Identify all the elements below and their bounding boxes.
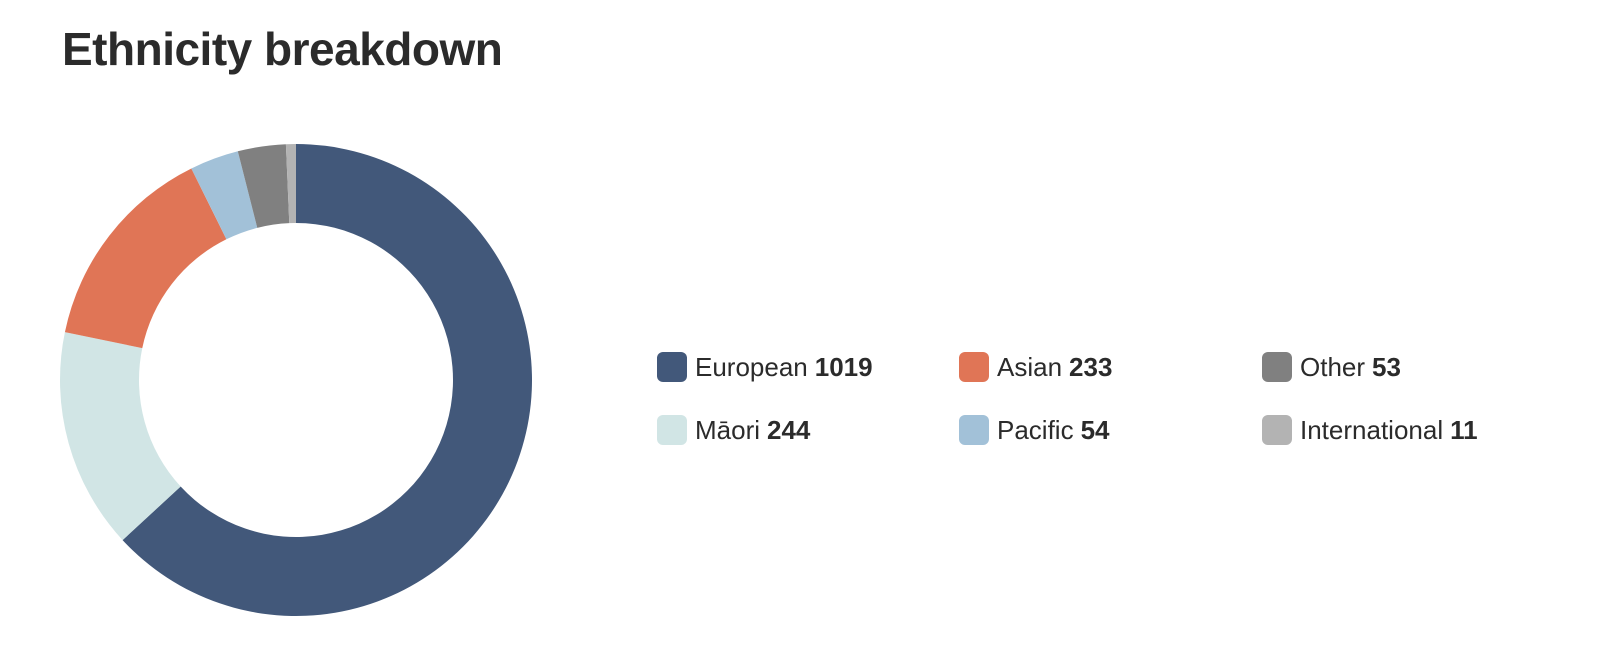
legend: European 1019 Māori 244 Asian 233 Pacific 54 Oth…: [657, 350, 1562, 447]
legend-value: 53: [1372, 351, 1401, 382]
legend-label: Asian: [997, 351, 1063, 382]
legend-swatch: [959, 352, 989, 382]
legend-item: Asian 233: [959, 350, 1262, 384]
chart: [60, 144, 533, 616]
chart-title: Ethnicity breakdown: [62, 23, 503, 75]
donut-slice: [60, 332, 181, 541]
legend-item: Māori 244: [657, 413, 959, 447]
legend-value: 244: [767, 414, 811, 445]
legend-label: Pacific: [997, 414, 1074, 445]
donut-slice: [64, 168, 227, 349]
donut-slice: [122, 144, 533, 616]
legend-label: Māori: [695, 414, 761, 445]
legend-item: International 11: [1262, 413, 1562, 447]
legend-label: International: [1300, 414, 1444, 445]
donut-slice: [237, 144, 290, 228]
legend-item: Other 53: [1262, 350, 1562, 384]
legend-value: 11: [1450, 414, 1478, 445]
donut-slice: [191, 151, 258, 240]
legend-swatch: [1262, 352, 1292, 382]
legend-item: European 1019: [657, 350, 959, 384]
legend-item: Pacific 54: [959, 413, 1262, 447]
legend-value: 54: [1080, 414, 1110, 445]
legend-swatch: [657, 415, 687, 445]
legend-swatch: [959, 415, 989, 445]
donut-slice: [285, 144, 296, 224]
legend-value: 233: [1069, 351, 1113, 382]
legend-swatch: [1262, 415, 1292, 445]
legend-label: European: [695, 351, 808, 382]
legend-value: 1019: [814, 351, 873, 382]
legend-label: Other: [1300, 351, 1366, 382]
legend-swatch: [657, 352, 687, 382]
